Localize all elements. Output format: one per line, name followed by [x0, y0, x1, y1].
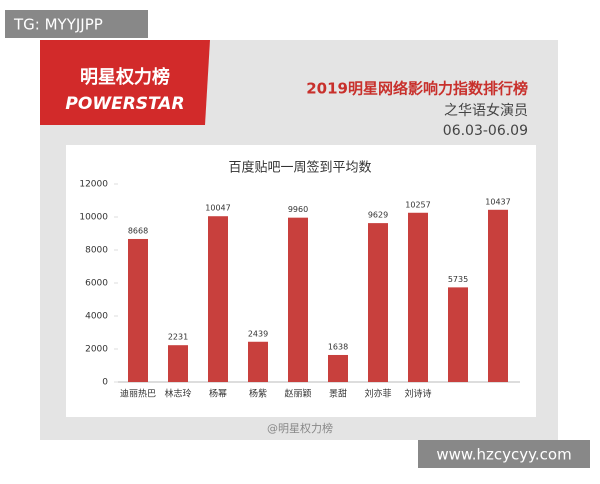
header-subtitle: 之华语女演员: [444, 102, 528, 119]
x-tick-label: 杨幂: [209, 388, 227, 400]
plot: 0 2000 4000 6000 8000 10000 12000 8668 迪丽热巴 2231 林…: [79, 180, 510, 400]
bar: [248, 341, 268, 382]
value-label: 9629: [368, 211, 388, 220]
bar: [128, 238, 148, 382]
x-tick-label: 赵丽颖: [284, 388, 311, 400]
logo-bg: [40, 40, 210, 125]
chart-title: 百度贴吧一周签到平均数: [228, 160, 371, 176]
value-label: 10437: [485, 197, 510, 206]
watermark: @明星权力榜: [267, 421, 333, 435]
x-tick-label: 杨紫: [249, 388, 267, 400]
value-label: 1638: [328, 342, 348, 351]
date-range: 06.03-06.09: [443, 123, 528, 139]
x-tick-label: 林志玲: [164, 388, 191, 400]
logo-cn: 明星权力榜: [80, 66, 170, 88]
value-label: 9960: [288, 205, 308, 214]
y-tick-label: 0: [102, 378, 108, 388]
bar: [208, 216, 228, 382]
header-title: 2019明星网络影响力指数排行榜: [306, 80, 528, 98]
y-tick-label: 10000: [79, 213, 108, 223]
bar: [448, 287, 468, 382]
url-box: [418, 440, 590, 468]
y-tick-label: 8000: [85, 246, 108, 256]
bar: [408, 212, 428, 382]
bar: [328, 354, 348, 382]
value-label: 2231: [168, 333, 188, 342]
y-tick-label: 12000: [79, 180, 108, 190]
footer-url: www.hzcycyy.com: [436, 446, 571, 464]
bar: [288, 217, 308, 382]
x-tick-label: 刘诗诗: [404, 388, 431, 400]
bar: [368, 223, 388, 382]
value-label: 5735: [448, 275, 468, 284]
tag-box: [5, 10, 148, 38]
value-label: 2439: [248, 329, 268, 338]
bar: [168, 345, 188, 382]
x-tick-label: 迪丽热巴: [120, 388, 156, 400]
value-label: 8668: [128, 226, 148, 235]
y-tick-label: 4000: [85, 312, 108, 322]
tag: TG: MYYJJPP: [13, 16, 103, 34]
x-tick-label: 景甜: [329, 388, 347, 400]
y-tick-label: 2000: [85, 345, 108, 355]
value-label: 10047: [205, 204, 230, 213]
value-label: 10257: [405, 200, 430, 209]
x-tick-label: 刘亦菲: [364, 388, 391, 400]
logo-en: POWERSTAR: [65, 94, 184, 114]
y-tick-label: 6000: [85, 279, 108, 289]
bar: [488, 209, 508, 382]
